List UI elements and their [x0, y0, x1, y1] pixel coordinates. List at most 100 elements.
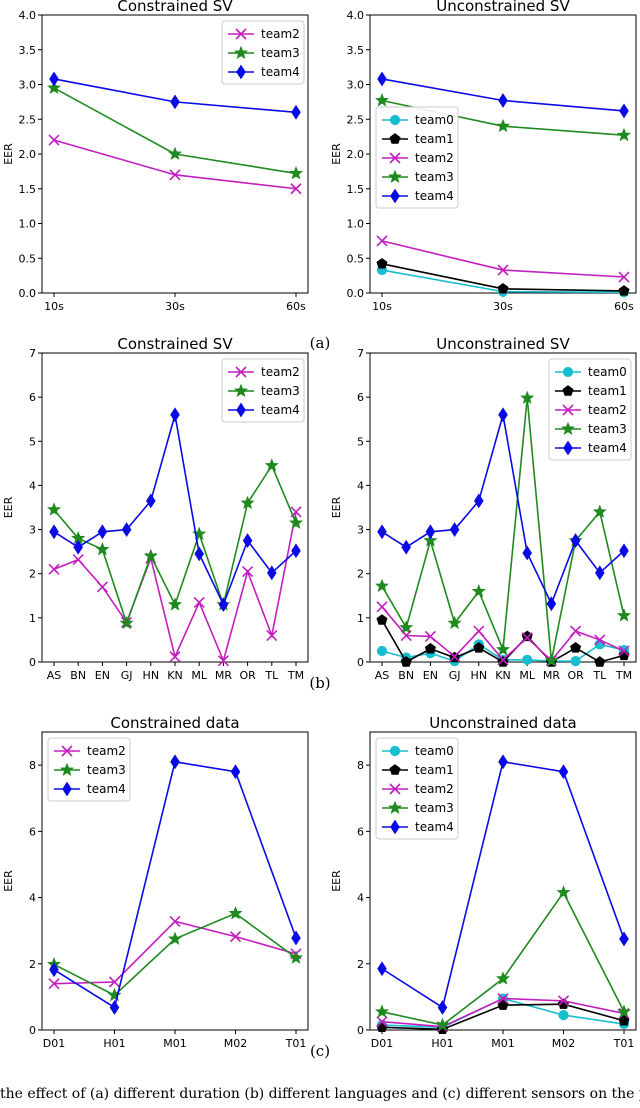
y-tick-label: 1.0 [347, 218, 365, 231]
series-team3 [46, 80, 304, 180]
data-point-team2 [169, 169, 181, 181]
legend-label-team1: team1 [415, 763, 454, 777]
y-tick-label: 3.5 [347, 44, 365, 57]
data-point-team4 [619, 103, 629, 119]
data-point-team4 [377, 961, 387, 977]
legend-label-team4: team4 [415, 189, 454, 203]
y-tick-label: 2 [357, 568, 364, 581]
data-point-team4 [437, 1000, 448, 1015]
y-tick-label: 2 [357, 958, 364, 971]
data-point-team3 [616, 127, 632, 142]
legend-marker-team4 [236, 402, 246, 418]
legend-label-team2: team2 [261, 27, 300, 41]
data-point-team4 [49, 71, 59, 87]
legend-marker-team0 [562, 366, 574, 378]
row-label-b: (b) [309, 674, 330, 692]
data-point-team1 [497, 283, 509, 294]
data-point-team4 [170, 754, 180, 770]
data-point-team4 [498, 754, 508, 770]
x-tick-label: HN [143, 669, 160, 682]
x-tick-label: GJ [449, 669, 461, 682]
x-tick-label: T01 [285, 1037, 307, 1050]
data-point-team4 [73, 539, 83, 555]
legend: team2 team3 team4 [47, 737, 131, 802]
legend-label-team2: team2 [588, 403, 627, 417]
data-point-team4 [546, 596, 557, 612]
x-tick-label: T01 [613, 1037, 635, 1050]
legend: team2 team3 team4 [221, 20, 305, 85]
legend-marker-team1 [389, 133, 401, 144]
data-point-team2 [193, 596, 205, 608]
data-point-team4 [242, 533, 253, 549]
y-tick-label: 5 [29, 435, 36, 448]
data-point-team4 [146, 493, 156, 509]
series-team3 [374, 885, 632, 1032]
data-point-team3 [167, 931, 183, 945]
data-point-team3 [423, 533, 438, 547]
legend-label-team4: team4 [415, 820, 454, 834]
chart-duration-constrained: Constrained SV EER 0.0 0.5 1.0 1.5 2.0 2.5 3.0 3.… [2, 0, 309, 313]
series-team3 [46, 906, 304, 1002]
x-tick-label: D01 [371, 1037, 393, 1050]
legend-marker-team4 [236, 64, 246, 80]
y-tick-label: 2 [29, 568, 36, 581]
data-point-team2 [521, 632, 533, 644]
legend-label-team2: team2 [415, 782, 454, 796]
x-tick-label: 60s [614, 300, 634, 313]
data-point-team0 [570, 656, 581, 667]
chart-title: Unconstrained SV [436, 335, 570, 353]
data-point-team3 [471, 584, 486, 598]
x-tick-label: OR [567, 669, 584, 682]
data-point-team1 [376, 257, 388, 269]
y-tick-label: 6 [29, 391, 36, 404]
x-tick-label: 30s [493, 300, 513, 313]
chart-title: Constrained SV [117, 335, 233, 353]
legend-marker-team3 [59, 762, 75, 776]
chart-title: Unconstrained SV [436, 0, 570, 15]
data-point-team2 [266, 629, 278, 642]
y-tick-label: 1.0 [19, 218, 37, 231]
legend-label-team0: team0 [588, 365, 627, 379]
data-point-team3 [556, 885, 571, 899]
x-tick-label: M01 [163, 1037, 187, 1050]
data-point-team4 [570, 533, 581, 549]
y-tick-label: 3 [29, 524, 36, 537]
data-point-team2 [169, 915, 181, 927]
data-point-team2 [108, 976, 121, 988]
data-point-team2 [497, 264, 509, 276]
x-tick-label: ML [191, 669, 207, 682]
chart-title: Unconstrained data [429, 714, 576, 732]
chart-sensor-constrained: Constrained data EER 0 2 4 6 8 D01 H01 M01 M02 T01 t… [2, 714, 309, 1050]
legend-marker-team4 [62, 781, 72, 797]
data-point-team4 [49, 524, 59, 540]
legend-marker-team3 [387, 800, 403, 814]
data-point-team2 [290, 183, 302, 195]
legend-box [548, 358, 632, 461]
y-tick-label: 7 [357, 347, 364, 360]
data-point-team3 [495, 971, 511, 985]
legend-marker-team1 [389, 764, 401, 775]
x-tick-label: M02 [224, 1037, 248, 1050]
y-tick-label: 0 [357, 1024, 364, 1037]
data-point-team2 [229, 931, 242, 943]
data-point-team4 [595, 565, 605, 581]
legend-label-team2: team2 [87, 744, 126, 758]
data-point-team4 [194, 546, 204, 562]
y-tick-label: 0.0 [19, 287, 37, 300]
data-point-team4 [522, 545, 532, 561]
legend-marker-team2 [235, 28, 247, 40]
series-team4 [49, 407, 301, 613]
series-team2 [376, 235, 630, 283]
data-point-team1 [497, 656, 509, 667]
legend-marker-team3 [233, 45, 249, 59]
legend-label-team0: team0 [415, 113, 454, 127]
y-tick-label: 2 [29, 958, 36, 971]
data-point-team1 [618, 285, 630, 296]
data-point-team2 [217, 655, 229, 667]
data-point-team0 [522, 654, 533, 665]
data-point-team4 [401, 539, 411, 555]
data-point-team3 [240, 495, 255, 510]
data-point-team2 [376, 1016, 388, 1028]
y-tick-label: 4.0 [347, 9, 365, 22]
